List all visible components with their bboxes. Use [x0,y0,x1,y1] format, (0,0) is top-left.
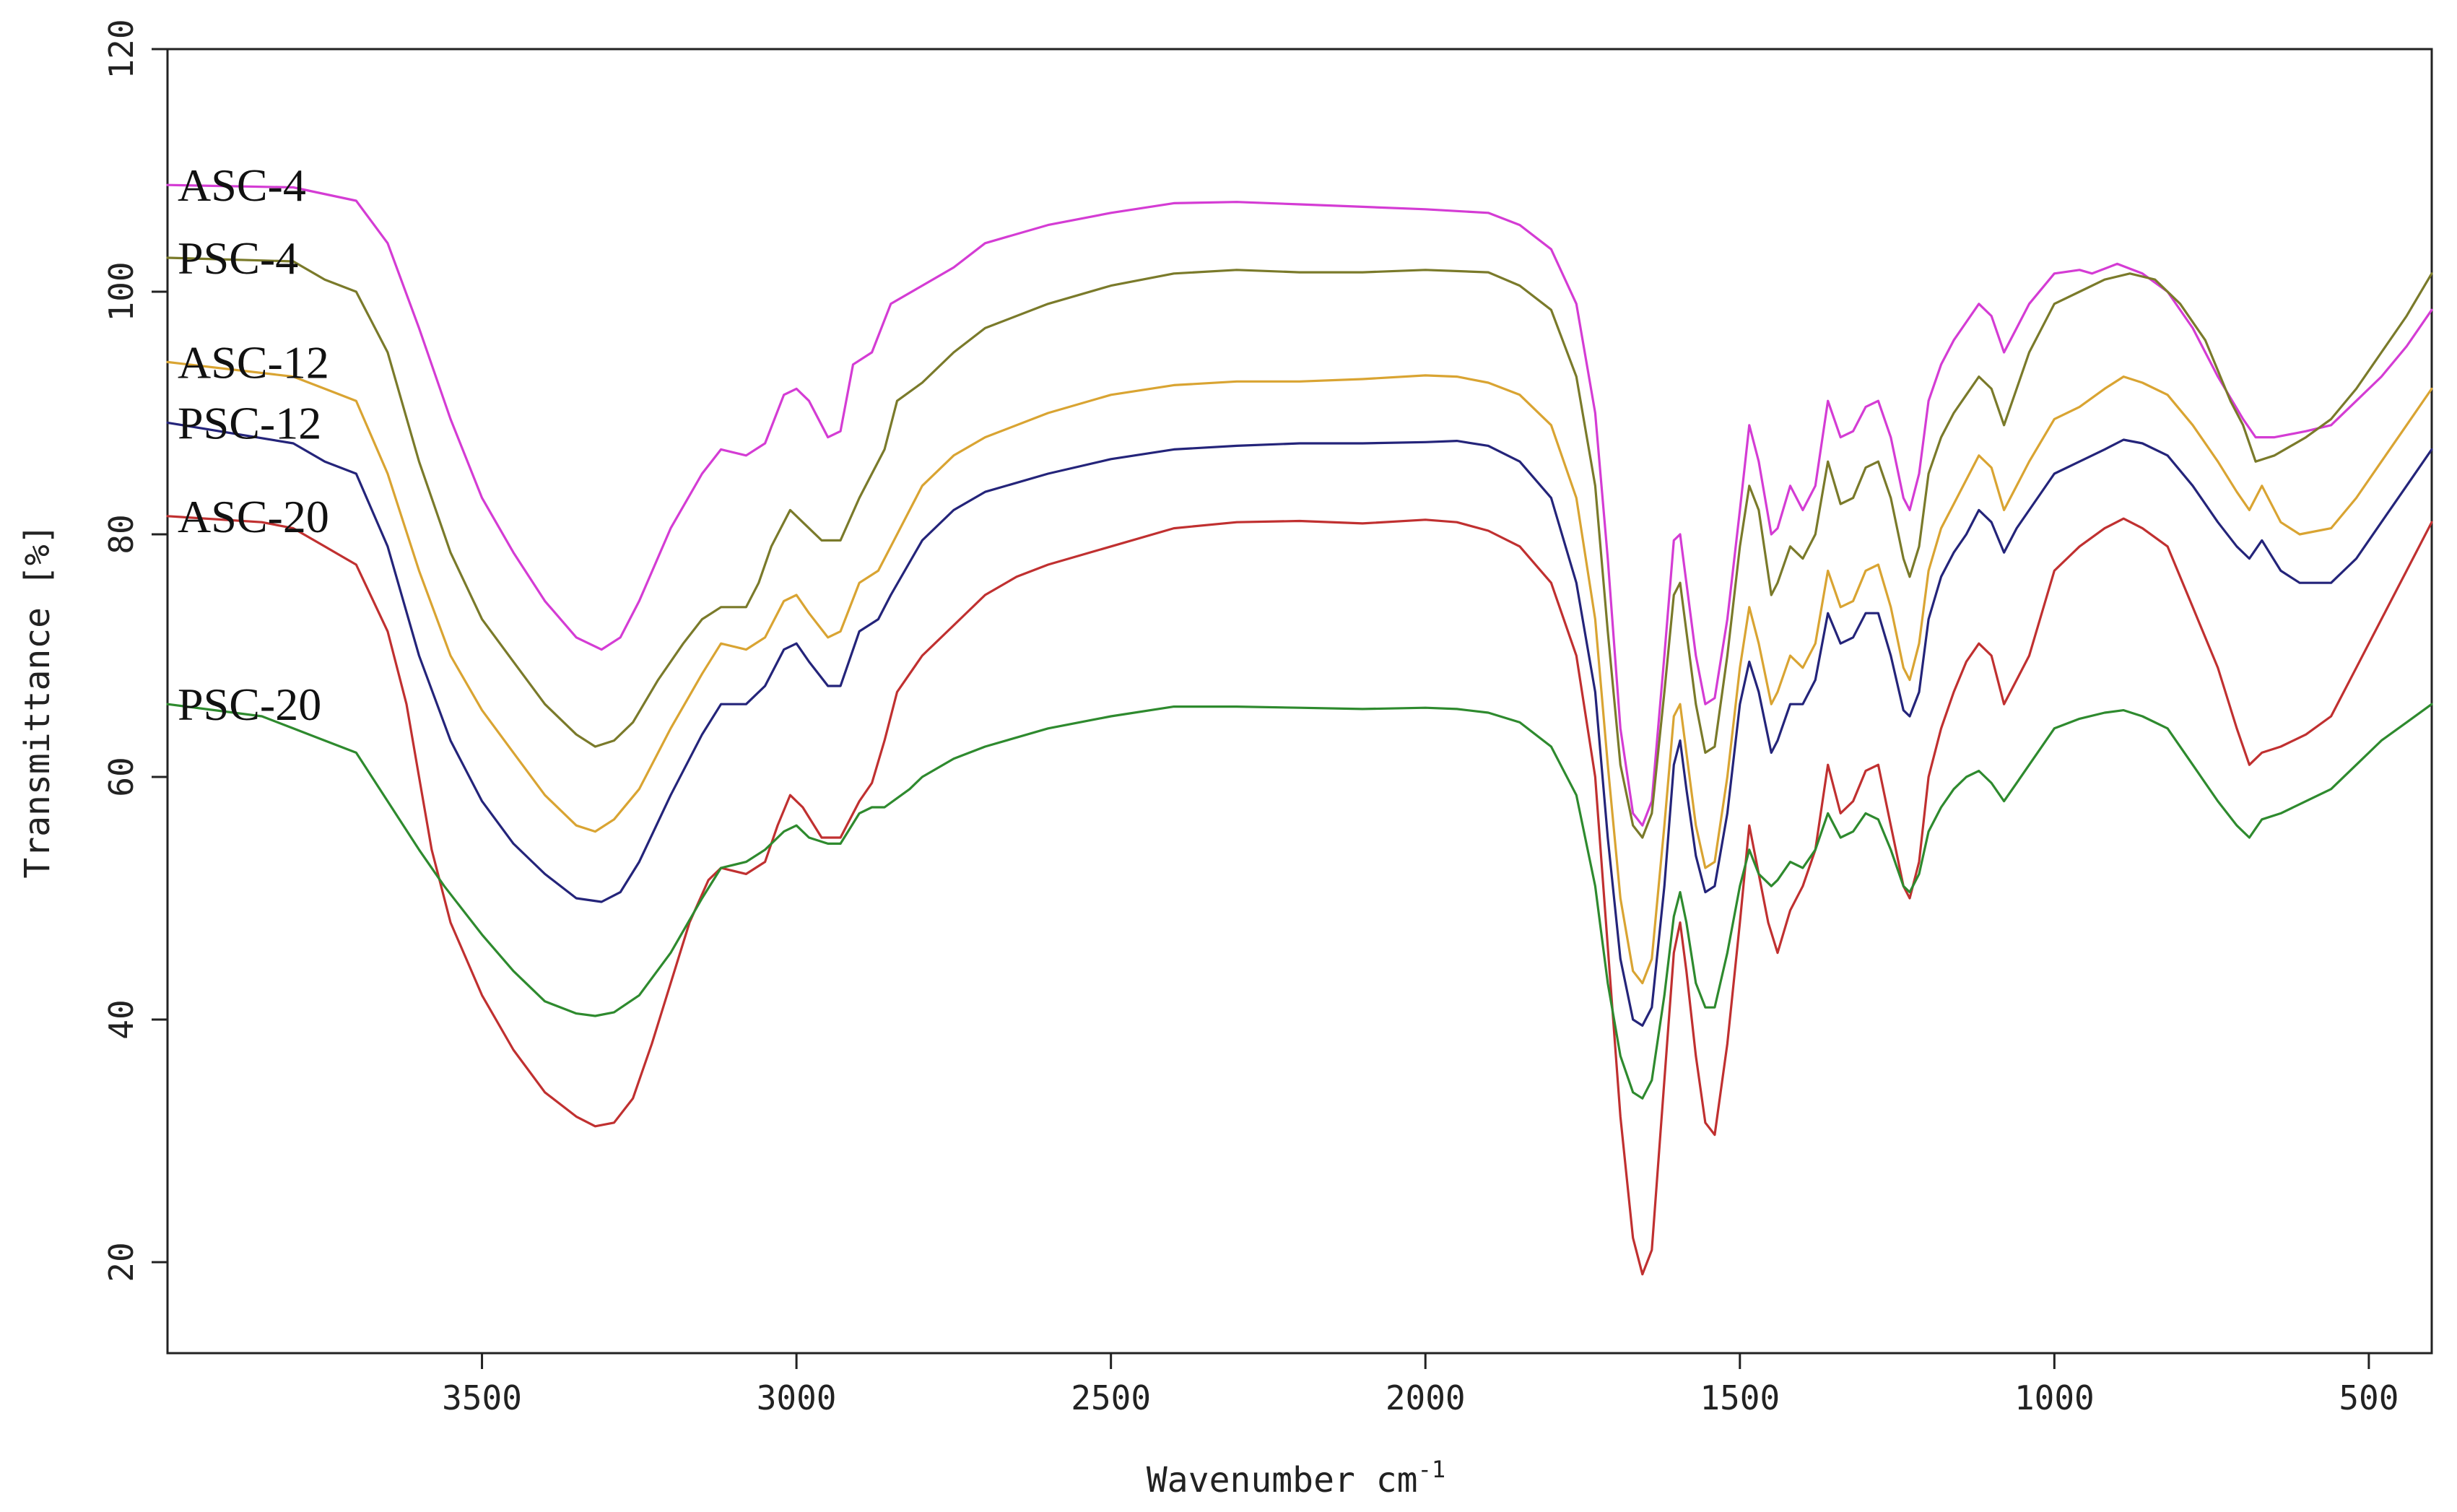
series-lines [166,183,2433,1276]
x-tick-label: 1000 [2014,1378,2095,1417]
y-tick-label: 120 [102,19,141,79]
x-axis-title-superscript: -1 [1418,1456,1446,1483]
y-tick-label: 60 [102,757,141,796]
plot-frame [166,48,2433,1355]
x-tick-label: 1500 [1700,1378,1780,1417]
series-line-asc-20 [166,515,2433,1276]
series-line-asc-4 [166,183,2433,827]
series-line-psc-12 [166,421,2433,1027]
y-tick-label: 40 [102,999,141,1039]
series-labels: ASC-4 PSC-4 ASC-12 PSC-12 ASC-20 PSC-20 [178,160,329,730]
y-tick-label: 20 [102,1242,141,1282]
y-tick-label: 100 [102,261,141,321]
y-axis: 20 40 60 80 100 120 [102,19,168,1282]
series-line-psc-20 [166,703,2433,1100]
series-label-asc-12: ASC-12 [178,336,329,388]
y-tick-label: 80 [102,514,141,554]
x-axis-title: Wavenumber cm-1 [1147,1456,1445,1500]
x-axis: 3500 3000 2500 2000 1500 1000 500 [442,1353,2399,1417]
series-line-asc-12 [166,360,2433,985]
x-tick-label: 3500 [442,1378,522,1417]
series-label-psc-4: PSC-4 [178,233,298,284]
x-tick-label: 2000 [1386,1378,1466,1417]
series-label-asc-4: ASC-4 [178,160,306,211]
series-line-psc-4 [166,256,2433,839]
series-label-psc-20: PSC-20 [178,679,321,730]
series-label-asc-20: ASC-20 [178,491,329,542]
x-tick-label: 2500 [1071,1378,1151,1417]
x-tick-label: 500 [2339,1378,2399,1417]
series-label-psc-12: PSC-12 [178,397,321,448]
x-tick-label: 3000 [757,1378,837,1417]
x-axis-title-text: Wavenumber cm [1147,1460,1418,1500]
y-axis-title: Transmittance [%] [17,523,58,878]
